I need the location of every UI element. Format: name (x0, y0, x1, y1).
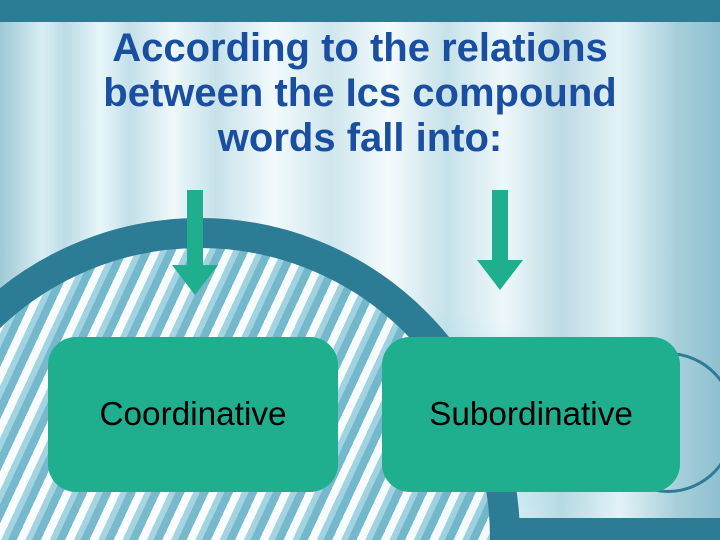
slide-title: According to the relations between the I… (40, 26, 680, 160)
arrow-left (172, 190, 218, 295)
box-subordinative: Subordinative (382, 337, 680, 492)
box-label: Subordinative (429, 396, 633, 434)
box-coordinative: Coordinative (48, 337, 338, 492)
slide: According to the relations between the I… (0, 0, 720, 540)
box-label: Coordinative (99, 396, 286, 434)
arrow-right (477, 190, 523, 290)
title-block: According to the relations between the I… (40, 26, 680, 160)
